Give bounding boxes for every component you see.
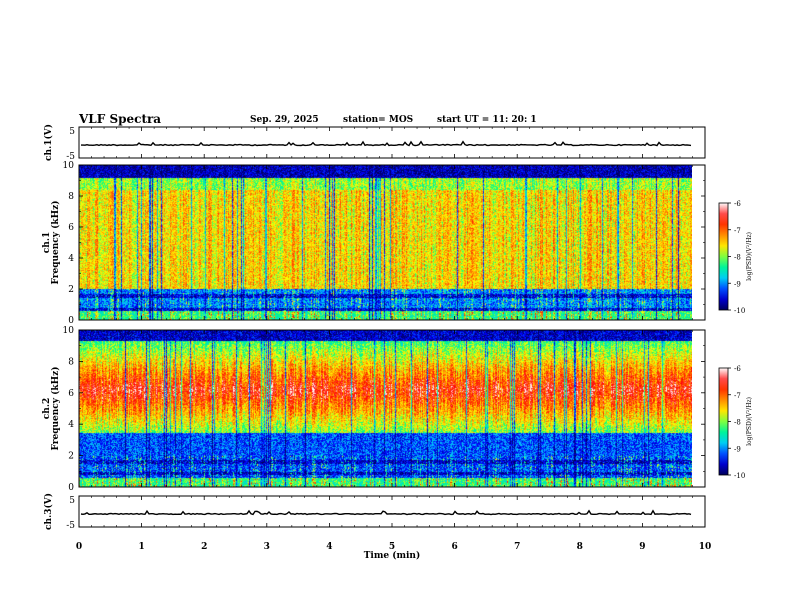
ch3-voltage-ytick-label: -5 <box>66 521 75 531</box>
ch1-voltage-ylabel: ch.1(V) <box>43 124 54 161</box>
ch2-spectrogram-colorbar-tick-label: -8 <box>734 419 741 427</box>
ch2-spectrogram-ytick-label: 8 <box>68 357 74 367</box>
ch2-spectrogram-ytick-label: 4 <box>68 420 74 430</box>
ch3-voltage-trace <box>80 509 692 516</box>
ch1-spectrogram-ytick-label: 2 <box>68 285 74 295</box>
ch2-spectrogram-colorbar-tick-label: -7 <box>734 392 741 400</box>
x-tick-label: 0 <box>76 542 82 552</box>
ch1-spectrogram-colorbar <box>718 202 729 311</box>
ch2-spectrogram-ytick-label: 0 <box>68 483 74 493</box>
start-time-label: start UT = 11: 20: 1 <box>437 115 537 125</box>
ch2-spectrogram-colorbar <box>718 367 729 476</box>
ch1-spectrogram-ytick-label: 6 <box>68 223 74 233</box>
ch1-spectrogram-ylabel: Frequency (kHz) <box>50 200 61 284</box>
ch1-spectrogram-colorbar-tick-label: -6 <box>734 200 741 208</box>
ch1-voltage-ytick-label: 5 <box>69 127 75 137</box>
x-tick-label: 6 <box>451 542 457 552</box>
recording-date: Sep. 29, 2025 <box>250 115 319 125</box>
ch2-spectrogram-heatmap-canvas <box>79 330 692 487</box>
ch3-voltage-ylabel: ch.3(V) <box>43 493 54 530</box>
ch2-spectrogram-colorbar-tick-label: -9 <box>734 445 741 453</box>
ch1-spectrogram-ytick-label: 0 <box>68 316 74 326</box>
ch1-voltage-trace <box>81 140 692 147</box>
x-tick-label: 3 <box>264 542 270 552</box>
ch1-voltage-frame <box>78 126 706 159</box>
ch2-spectrogram-ytick-label: 10 <box>63 326 75 336</box>
ch1-spectrogram-ytick-label: 8 <box>68 192 74 202</box>
x-tick-label: 10 <box>699 542 712 552</box>
ch1-spectrogram-colorbar-label: log(PSD)(V²/Hz) <box>746 232 753 281</box>
x-tick-label: 4 <box>326 542 332 552</box>
ch3-voltage-ytick-label: 5 <box>69 496 75 506</box>
ch1-voltage-ytick-label: -5 <box>66 152 75 162</box>
ch3-voltage-frame <box>78 495 706 528</box>
x-axis-label: Time (min) <box>364 550 421 561</box>
ch2-spectrogram-colorbar-tick-label: -10 <box>734 472 745 480</box>
station-label: station= MOS <box>343 115 414 125</box>
ch1-spectrogram-heatmap <box>79 165 692 320</box>
chart-title: VLF Spectra <box>79 112 162 126</box>
x-tick-label: 2 <box>201 542 207 552</box>
ch2-spectrogram-ytick-label: 2 <box>68 452 74 462</box>
ch2-spectrogram-ytick-label: 6 <box>68 389 74 399</box>
ch2-spectrogram-colorbar-label: log(PSD)(V²/Hz) <box>746 397 753 446</box>
ch1-spectrogram-channel-label: ch.1 <box>42 232 52 253</box>
x-tick-label: 5 <box>389 542 395 552</box>
ch1-spectrogram-ytick-label: 4 <box>68 254 74 264</box>
ch2-spectrogram-heatmap <box>79 330 692 487</box>
ch2-spectrogram-colorbar-tick-label: -6 <box>734 365 741 373</box>
x-tick-label: 8 <box>577 542 583 552</box>
x-tick-label: 1 <box>138 542 144 552</box>
x-tick-label: 7 <box>514 542 520 552</box>
x-tick-label: 9 <box>639 542 645 552</box>
ch1-spectrogram-ytick-label: 10 <box>63 161 75 171</box>
ch1-spectrogram-colorbar-tick-label: -10 <box>734 307 745 315</box>
ch1-spectrogram-colorbar-tick-label: -9 <box>734 280 741 288</box>
ch1-spectrogram-colorbar-tick-label: -8 <box>734 254 741 262</box>
ch1-spectrogram-heatmap-canvas <box>79 165 692 320</box>
ch2-spectrogram-channel-label: ch.2 <box>42 398 52 419</box>
ch2-spectrogram-ylabel: Frequency (kHz) <box>50 366 61 450</box>
ch1-spectrogram-colorbar-tick-label: -7 <box>734 227 741 235</box>
